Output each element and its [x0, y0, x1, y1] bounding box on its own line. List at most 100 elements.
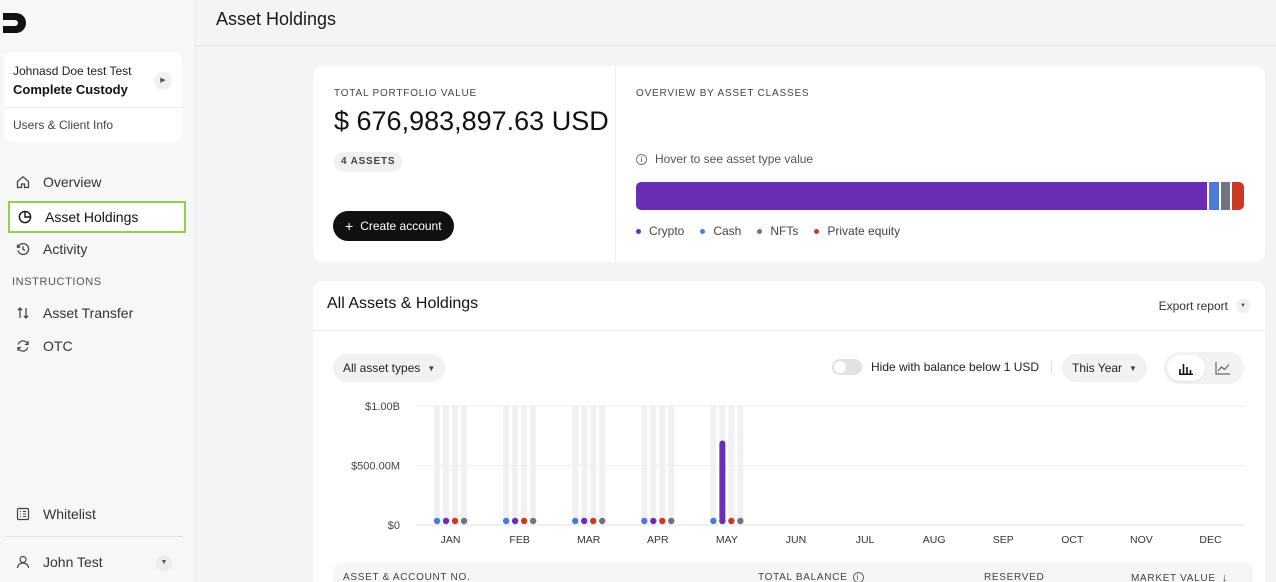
bar-track [590, 406, 597, 521]
user-icon [14, 553, 32, 571]
bar-point-nfts[interactable] [668, 517, 675, 525]
chevron-down-icon[interactable]: ▼ [156, 555, 172, 571]
allocation-segment-crypto[interactable] [636, 182, 1210, 210]
legend-dot [700, 228, 706, 234]
y-tick-label: $500.00M [351, 461, 400, 473]
allocation-legend: Crypto Cash NFTs Private equity [636, 224, 916, 238]
hide-small-balance-label: Hide with balance below 1 USD [871, 360, 1040, 374]
sidebar-item-label: Asset Holdings [45, 209, 139, 225]
bar-crypto[interactable] [719, 440, 726, 521]
bar-point-crypto[interactable] [442, 517, 450, 525]
bar-point-private-equity[interactable] [451, 517, 459, 525]
x-tick-label: JAN [441, 534, 461, 546]
client-name: Johnasd Doe test Test [13, 64, 132, 78]
bar-track [641, 406, 648, 521]
bar-point-cash[interactable] [433, 517, 441, 525]
user-menu[interactable]: John Test ▼ [8, 546, 186, 578]
holdings-chart: $1.00B $500.00M $0 JAN FEB MAR APR MAY JUN JUL AUG… [351, 401, 1245, 546]
holdings-table-header: ASSET & ACCOUNT NO. TOTAL BALANCE i RESE… [333, 563, 1253, 582]
info-icon: i [636, 153, 647, 165]
asset-allocation-bar[interactable] [636, 182, 1244, 210]
legend-item-private-equity: Private equity [814, 224, 900, 238]
sidebar: Johnasd Doe test Test Complete Custody ▶… [0, 0, 196, 582]
bar-track [668, 406, 675, 521]
bar-point-private-equity[interactable] [659, 517, 666, 525]
client-card[interactable]: Johnasd Doe test Test Complete Custody ▶… [4, 52, 182, 142]
bar-chart-view-button[interactable] [1167, 355, 1205, 381]
info-icon: i [852, 572, 864, 582]
total-portfolio-label: TOTAL PORTFOLIO VALUE [334, 88, 477, 99]
x-tick-label: JUL [856, 534, 875, 546]
create-account-button[interactable]: + Create account [333, 211, 454, 241]
legend-label: NFTs [770, 224, 799, 238]
legend-item-nfts: NFTs [757, 224, 798, 238]
bar-track [461, 406, 468, 521]
bar-point-crypto[interactable] [511, 517, 519, 525]
sidebar-item-asset-transfer[interactable]: Asset Transfer [8, 297, 186, 329]
sort-down-icon: ↓ [1221, 572, 1228, 582]
x-tick-label: DEC [1199, 534, 1222, 546]
bar-point-private-equity[interactable] [590, 517, 597, 525]
users-client-info-link[interactable]: Users & Client Info [13, 118, 114, 132]
portfolio-summary-card: TOTAL PORTFOLIO VALUE $ 676,983,897.63 U… [313, 66, 1265, 262]
bar-point-cash[interactable] [502, 517, 510, 525]
asset-type-filter[interactable]: All asset types ▼ [333, 354, 446, 382]
legend-item-crypto: Crypto [636, 224, 684, 238]
allocation-segment-private-equity[interactable] [1232, 182, 1244, 210]
sidebar-item-whitelist[interactable]: Whitelist [8, 498, 186, 530]
col-total-balance[interactable]: TOTAL BALANCE i [758, 572, 864, 582]
x-tick-label: JUN [786, 534, 806, 546]
brand-logo[interactable] [2, 12, 30, 34]
chevron-down-icon: ▼ [427, 363, 436, 373]
bar-point-private-equity[interactable] [520, 517, 528, 525]
bar-point-crypto[interactable] [581, 517, 588, 525]
bar-point-cash[interactable] [572, 517, 579, 525]
chevron-right-icon[interactable]: ▶ [154, 72, 172, 90]
line-chart-view-button[interactable] [1204, 355, 1242, 381]
bar-point-nfts[interactable] [460, 517, 468, 525]
sidebar-item-label: Overview [43, 174, 102, 190]
bar-point-crypto[interactable] [650, 517, 657, 525]
col-market-value[interactable]: MARKET VALUE ↓ [1131, 572, 1228, 582]
period-select[interactable]: This Year ▼ [1062, 354, 1147, 382]
legend-dot [814, 228, 820, 234]
holdings-card: All Assets & Holdings Export report ▼ Al… [313, 281, 1265, 582]
chart-view-switch [1164, 352, 1244, 384]
sidebar-item-otc[interactable]: OTC [8, 330, 186, 362]
bar-track [737, 406, 744, 521]
allocation-segment-cash[interactable] [1209, 182, 1221, 210]
bar-point-crypto[interactable] [719, 517, 726, 525]
period-select-label: This Year [1072, 361, 1123, 375]
export-report-button[interactable]: Export report ▼ [1159, 299, 1250, 313]
bar-track [443, 406, 450, 521]
transfer-arrows-icon [14, 304, 32, 322]
col-reserved[interactable]: RESERVED [984, 572, 1045, 582]
bar-point-cash[interactable] [641, 517, 648, 525]
hover-hint: i Hover to see asset type value [636, 152, 813, 166]
toggle-knob [834, 361, 846, 373]
bar-point-nfts[interactable] [529, 517, 537, 525]
history-icon [14, 240, 32, 258]
chevron-down-icon: ▼ [1129, 363, 1137, 373]
bar-point-private-equity[interactable] [728, 517, 735, 525]
page-title: Asset Holdings [216, 9, 337, 29]
hide-small-balance-toggle[interactable] [832, 359, 862, 375]
sidebar-item-asset-holdings[interactable]: Asset Holdings [8, 201, 186, 233]
bar-point-nfts[interactable] [599, 517, 606, 525]
legend-item-cash: Cash [700, 224, 741, 238]
x-tick-label: AUG [923, 534, 946, 546]
bar-point-nfts[interactable] [737, 517, 744, 525]
x-tick-label: FEB [509, 534, 529, 546]
assets-count-badge: 4 ASSETS [334, 152, 403, 172]
overview-asset-classes-label: OVERVIEW BY ASSET CLASSES [636, 88, 810, 99]
col-asset-account[interactable]: ASSET & ACCOUNT NO. [343, 572, 471, 582]
x-tick-label: OCT [1061, 534, 1084, 546]
x-tick-label: APR [647, 534, 669, 546]
sidebar-item-overview[interactable]: Overview [8, 166, 186, 198]
line-chart-icon [1215, 362, 1230, 375]
allocation-segment-nfts[interactable] [1220, 182, 1233, 210]
instructions-section-label: INSTRUCTIONS [12, 276, 102, 288]
bar-point-cash[interactable] [710, 517, 717, 525]
sidebar-item-activity[interactable]: Activity [8, 233, 186, 265]
bar-track [572, 406, 579, 521]
